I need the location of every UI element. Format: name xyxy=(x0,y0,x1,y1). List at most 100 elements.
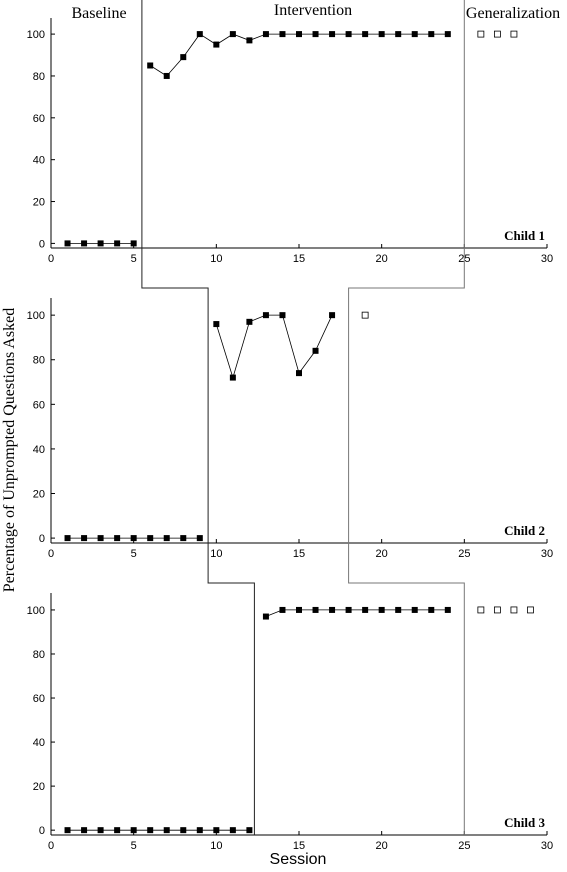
phase-line-intervention xyxy=(141,0,255,835)
data-point xyxy=(296,606,302,613)
data-point xyxy=(411,606,418,613)
series-intervention xyxy=(147,31,451,79)
x-tick-label: 15 xyxy=(293,840,305,852)
data-point xyxy=(428,31,435,38)
phase-label-baseline: Baseline xyxy=(71,5,126,22)
data-point xyxy=(296,370,302,377)
data-point xyxy=(163,72,170,79)
series-baseline xyxy=(64,240,137,247)
y-axis-title: Percentage of Unprompted Questions Asked xyxy=(1,308,18,592)
data-point xyxy=(97,827,104,834)
data-point xyxy=(312,606,319,613)
data-point xyxy=(196,31,203,38)
data-point xyxy=(246,318,253,325)
y-tick-label: 60 xyxy=(33,693,45,705)
phase-label-generalization: Generalization xyxy=(466,5,560,22)
x-tick-label: 25 xyxy=(458,840,470,852)
data-point xyxy=(147,827,154,834)
x-tick-label: 15 xyxy=(293,548,305,560)
x-tick-label: 30 xyxy=(541,548,553,560)
y-tick-label: 40 xyxy=(33,444,45,456)
y-tick-label: 80 xyxy=(33,355,45,367)
data-point xyxy=(378,606,385,613)
series-baseline xyxy=(64,827,253,834)
data-point xyxy=(163,827,170,834)
x-tick-label: 10 xyxy=(210,840,222,852)
phase-label-intervention: Intervention xyxy=(274,2,352,19)
data-point xyxy=(97,240,104,247)
data-point xyxy=(279,312,286,319)
data-point xyxy=(81,535,88,542)
data-point xyxy=(362,606,369,613)
data-point xyxy=(312,31,319,38)
y-tick-label: 40 xyxy=(33,737,45,749)
data-point xyxy=(345,31,352,38)
x-tick-label: 30 xyxy=(541,840,553,852)
data-point xyxy=(229,827,236,834)
x-tick-label: 15 xyxy=(293,253,305,265)
data-point xyxy=(262,31,269,38)
y-tick-label: 60 xyxy=(33,113,45,125)
data-point xyxy=(493,30,501,38)
data-point xyxy=(527,606,534,614)
x-tick-label: 0 xyxy=(48,548,54,560)
data-point xyxy=(296,31,302,38)
phase-line-generalization xyxy=(348,0,465,835)
data-point xyxy=(411,31,418,38)
data-point xyxy=(180,535,187,542)
data-point xyxy=(196,535,203,542)
data-point xyxy=(97,535,104,542)
data-point xyxy=(147,535,154,542)
data-point xyxy=(130,535,137,542)
x-tick-label: 5 xyxy=(131,840,137,852)
panel-label: Child 3 xyxy=(504,815,545,830)
data-point xyxy=(114,240,121,247)
x-tick-label: 30 xyxy=(541,253,553,265)
data-point xyxy=(493,606,501,614)
data-point xyxy=(362,31,369,38)
y-tick-label: 100 xyxy=(27,310,45,322)
data-point xyxy=(213,41,220,48)
data-point xyxy=(345,606,352,613)
series-line xyxy=(265,609,448,617)
y-tick-label: 100 xyxy=(27,29,45,41)
x-tick-label: 0 xyxy=(48,253,54,265)
data-point xyxy=(444,31,451,38)
data-point xyxy=(64,827,71,834)
data-point xyxy=(213,827,220,834)
series-line xyxy=(149,33,448,77)
y-tick-label: 80 xyxy=(33,71,45,83)
data-point xyxy=(279,606,286,613)
series-intervention xyxy=(262,606,451,620)
data-point xyxy=(229,374,236,381)
data-point xyxy=(130,240,137,247)
data-point xyxy=(395,606,402,613)
data-point xyxy=(229,31,236,38)
series-generalization xyxy=(361,311,369,319)
data-point xyxy=(329,31,336,38)
data-point xyxy=(114,827,121,834)
data-point xyxy=(180,827,187,834)
y-tick-label: 20 xyxy=(33,781,45,793)
panel-label: Child 1 xyxy=(504,228,545,243)
data-point xyxy=(130,827,137,834)
y-tick-label: 80 xyxy=(33,649,45,661)
data-point xyxy=(163,535,170,542)
y-tick-label: 40 xyxy=(33,155,45,167)
data-point xyxy=(81,240,88,247)
x-axis-title: Session xyxy=(270,851,327,868)
data-point xyxy=(329,312,336,319)
y-tick-label: 0 xyxy=(39,238,45,250)
series-generalization xyxy=(477,30,518,38)
y-tick-label: 100 xyxy=(27,605,45,617)
x-tick-label: 5 xyxy=(131,253,137,265)
x-tick-label: 20 xyxy=(376,840,388,852)
data-point xyxy=(477,606,485,614)
data-point xyxy=(378,31,385,38)
y-tick-label: 20 xyxy=(33,197,45,209)
data-point xyxy=(114,535,121,542)
series-intervention xyxy=(213,312,336,381)
x-tick-label: 5 xyxy=(131,548,137,560)
